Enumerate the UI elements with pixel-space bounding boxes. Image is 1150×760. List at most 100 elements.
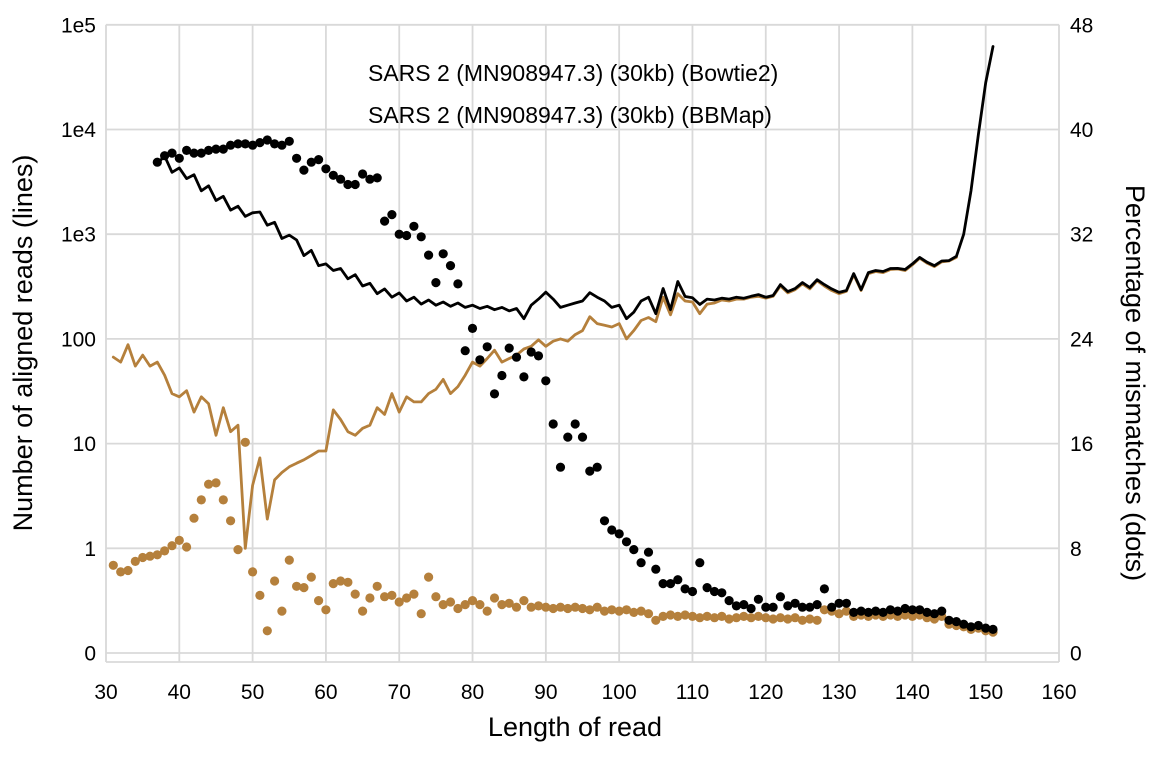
data-point <box>585 466 595 476</box>
data-point <box>372 173 382 183</box>
x-tick-label: 80 <box>461 681 484 704</box>
data-point <box>299 583 309 593</box>
data-point <box>907 605 918 615</box>
data-point <box>365 593 375 603</box>
data-point <box>665 610 676 620</box>
data-point <box>306 572 316 582</box>
data-point <box>819 605 830 615</box>
data-point <box>321 605 331 615</box>
data-point <box>174 535 184 546</box>
data-point <box>160 151 170 161</box>
data-point <box>196 148 206 158</box>
data-point <box>900 603 910 614</box>
data-point <box>321 164 331 174</box>
data-point <box>108 560 118 570</box>
data-point <box>365 174 375 184</box>
data-point <box>599 516 610 526</box>
data-point <box>563 603 573 614</box>
data-point <box>570 602 580 612</box>
series-line-bbmap <box>155 45 995 321</box>
data-point <box>262 626 272 636</box>
data-point <box>182 145 192 155</box>
data-point <box>783 614 793 624</box>
data-point <box>482 342 492 352</box>
data-point <box>306 157 316 167</box>
data-point <box>761 602 771 612</box>
data-point <box>336 174 346 184</box>
y-left-tick-label: 1e5 <box>61 14 96 37</box>
data-point <box>526 602 536 612</box>
data-point <box>981 623 991 633</box>
data-point <box>555 602 566 612</box>
data-point <box>519 596 529 606</box>
x-tick-label: 40 <box>168 681 191 704</box>
data-point <box>358 606 368 616</box>
data-point <box>702 583 712 593</box>
data-point <box>445 261 456 271</box>
data-point <box>394 597 404 607</box>
y-right-tick-label: 40 <box>1070 119 1093 142</box>
data-point <box>504 343 514 353</box>
data-point <box>138 552 148 563</box>
data-point <box>460 346 470 356</box>
data-point <box>174 153 184 163</box>
y-axis-right-title: Percentage of mismatches (dots) <box>1120 185 1150 581</box>
data-point <box>783 601 793 611</box>
data-point <box>475 600 485 610</box>
data-point <box>629 607 639 618</box>
y-left-tick-label: 1 <box>84 538 96 561</box>
data-point <box>218 144 228 154</box>
data-point <box>541 602 551 612</box>
data-point <box>431 278 441 288</box>
data-point <box>189 513 199 523</box>
data-point <box>497 600 507 610</box>
legend-entry-bbmap: SARS 2 (MN908947.3) (30kb) (BBMap) <box>368 102 772 128</box>
data-point <box>768 614 778 624</box>
data-point <box>607 605 617 615</box>
data-point <box>467 596 478 606</box>
data-point <box>548 603 558 614</box>
data-point <box>937 606 947 616</box>
data-point <box>240 437 250 447</box>
data-point <box>739 611 749 622</box>
data-point <box>416 609 426 619</box>
data-point <box>885 605 896 615</box>
data-point <box>695 613 705 623</box>
data-point <box>592 462 602 472</box>
data-point <box>614 606 624 616</box>
data-point <box>717 611 727 622</box>
data-point <box>248 567 258 577</box>
data-point <box>460 600 470 610</box>
data-point <box>299 165 309 175</box>
legend-entry-bowtie2: SARS 2 (MN908947.3) (30kb) (Bowtie2) <box>368 60 778 86</box>
data-point <box>255 138 265 148</box>
data-point <box>849 607 859 618</box>
data-point <box>226 516 236 526</box>
data-point <box>475 355 485 365</box>
data-point <box>900 610 910 620</box>
data-point <box>453 279 463 289</box>
data-point <box>665 579 676 589</box>
data-point <box>314 155 324 165</box>
data-point <box>607 525 617 535</box>
data-point <box>915 605 925 615</box>
data-point <box>336 576 346 586</box>
data-point <box>497 370 507 381</box>
data-point <box>248 140 258 150</box>
data-point <box>790 598 800 608</box>
data-point <box>966 622 976 632</box>
data-point <box>592 602 602 612</box>
y-right-tick-label: 8 <box>1070 538 1082 561</box>
data-point <box>709 613 720 623</box>
data-point <box>233 545 243 555</box>
data-point <box>424 572 434 582</box>
data-point <box>123 565 133 576</box>
data-point <box>988 624 998 635</box>
data-point <box>739 600 749 610</box>
data-point <box>445 597 456 607</box>
data-point <box>387 210 397 220</box>
data-point <box>717 588 727 598</box>
data-point <box>577 603 588 614</box>
data-point <box>841 598 852 608</box>
